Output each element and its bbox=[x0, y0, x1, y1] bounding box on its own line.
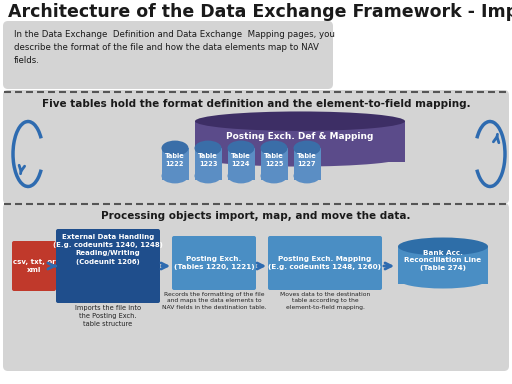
Ellipse shape bbox=[261, 168, 288, 184]
Text: Architecture of the Data Exchange Framework - Import: Architecture of the Data Exchange Framew… bbox=[8, 3, 512, 21]
FancyBboxPatch shape bbox=[3, 203, 509, 371]
Bar bbox=[195, 148, 222, 180]
Ellipse shape bbox=[398, 270, 488, 288]
Ellipse shape bbox=[261, 141, 288, 156]
Bar bbox=[227, 148, 254, 180]
Ellipse shape bbox=[227, 168, 254, 184]
Text: Bank Acc.
Reconciliation Line
(Table 274): Bank Acc. Reconciliation Line (Table 274… bbox=[404, 250, 482, 271]
FancyBboxPatch shape bbox=[3, 21, 333, 89]
FancyBboxPatch shape bbox=[56, 229, 160, 303]
Text: Table
1227: Table 1227 bbox=[297, 153, 317, 167]
Text: Posting Exch. Mapping
(E.g. codeunits 1248, 1260): Posting Exch. Mapping (E.g. codeunits 12… bbox=[268, 256, 381, 270]
Ellipse shape bbox=[293, 168, 321, 184]
Text: Table
1222: Table 1222 bbox=[165, 153, 185, 167]
Text: Table
1224: Table 1224 bbox=[231, 153, 251, 167]
Text: Imports the file into
the Posting Exch.
table structure: Imports the file into the Posting Exch. … bbox=[75, 305, 141, 326]
Ellipse shape bbox=[195, 141, 222, 156]
Ellipse shape bbox=[227, 141, 254, 156]
Text: csv, txt, or
xml: csv, txt, or xml bbox=[13, 259, 55, 273]
FancyBboxPatch shape bbox=[12, 241, 56, 291]
Text: In the Data Exchange  Definition and Data Exchange  Mapping pages, you
describe : In the Data Exchange Definition and Data… bbox=[14, 30, 335, 65]
Text: Moves data to the destination
table according to the
element-to-field mapping.: Moves data to the destination table acco… bbox=[280, 292, 370, 310]
Text: Posting Exch.
(Tables 1220, 1221): Posting Exch. (Tables 1220, 1221) bbox=[174, 256, 254, 270]
Ellipse shape bbox=[195, 168, 222, 184]
FancyBboxPatch shape bbox=[3, 90, 509, 204]
Ellipse shape bbox=[195, 147, 405, 167]
Ellipse shape bbox=[398, 237, 488, 255]
Bar bbox=[261, 148, 288, 180]
Ellipse shape bbox=[293, 141, 321, 156]
Ellipse shape bbox=[161, 141, 188, 156]
Ellipse shape bbox=[195, 111, 405, 131]
Text: Records the formatting of the file
and maps the data elements to
NAV fields in t: Records the formatting of the file and m… bbox=[162, 292, 266, 310]
Bar bbox=[161, 148, 188, 180]
Bar bbox=[293, 148, 321, 180]
Bar bbox=[195, 121, 405, 162]
FancyBboxPatch shape bbox=[172, 236, 256, 290]
Text: Table
1223: Table 1223 bbox=[198, 153, 218, 167]
Ellipse shape bbox=[161, 168, 188, 184]
Text: Five tables hold the format definition and the element-to-field mapping.: Five tables hold the format definition a… bbox=[41, 99, 471, 109]
Text: Table
1225: Table 1225 bbox=[264, 153, 284, 167]
Bar bbox=[398, 247, 488, 284]
Text: Posting Exch. Def & Mapping: Posting Exch. Def & Mapping bbox=[226, 132, 374, 141]
Text: Processing objects import, map, and move the data.: Processing objects import, map, and move… bbox=[101, 211, 411, 221]
Text: External Data Handling
(E.g. codeunits 1240, 1248)
Reading/Writing
(Codeunit 120: External Data Handling (E.g. codeunits 1… bbox=[53, 234, 163, 265]
FancyBboxPatch shape bbox=[268, 236, 382, 290]
